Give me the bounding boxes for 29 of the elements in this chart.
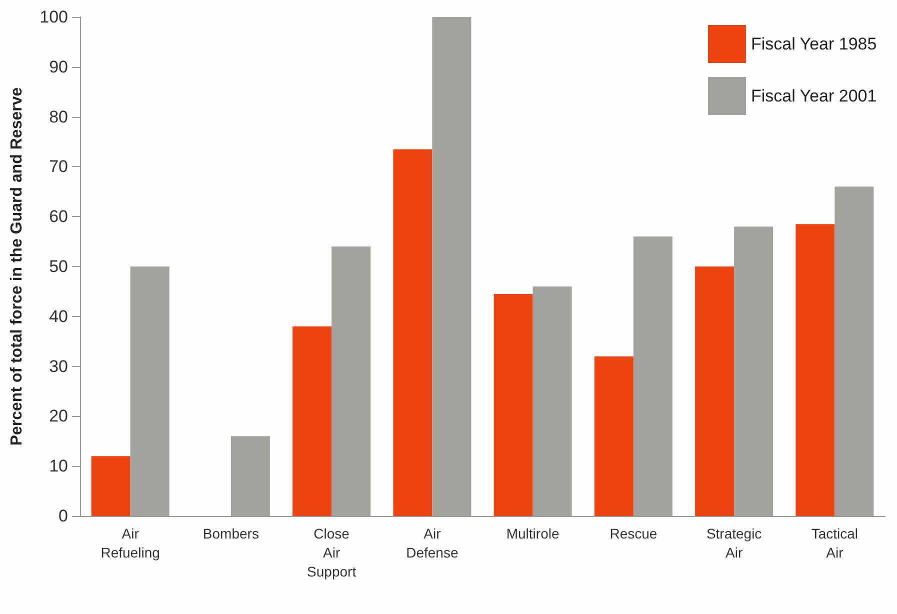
- y-tick-label: 100: [40, 8, 68, 26]
- bar: [796, 224, 835, 516]
- y-axis-title: Percent of total force in the Guard and Reserve: [8, 87, 26, 446]
- x-tick-label: Strategic Air: [706, 526, 762, 560]
- y-tick-label: 70: [49, 157, 68, 176]
- y-tick-label: 20: [49, 406, 68, 426]
- x-tick-label: Tactical Air: [811, 526, 858, 560]
- y-tick-label: 10: [49, 456, 68, 476]
- x-tick-label: Close Air Support: [307, 526, 356, 580]
- bar: [695, 266, 734, 516]
- y-tick-label: 90: [49, 57, 68, 76]
- legend-label: Fiscal Year 1985: [750, 34, 877, 54]
- x-tick-label: Bombers: [202, 526, 259, 542]
- bar: [594, 356, 634, 516]
- x-tick-label: Rescue: [610, 526, 658, 542]
- bar: [494, 294, 533, 516]
- bar: [292, 326, 332, 516]
- x-tick-label: Air Defense: [406, 526, 458, 560]
- y-tick-label: 30: [49, 356, 68, 376]
- y-tick-label: 50: [49, 257, 68, 276]
- y-tick-label: 60: [49, 207, 68, 226]
- legend-label: Fiscal Year 2001: [750, 86, 877, 106]
- bar: [393, 149, 432, 516]
- y-tick-label: 80: [49, 107, 68, 126]
- y-tick-label: 0: [58, 506, 68, 526]
- bar: [91, 456, 130, 516]
- y-tick-label: 40: [49, 306, 68, 326]
- x-tick-label: Multirole: [506, 526, 560, 542]
- x-tick-label: Air Refueling: [100, 526, 160, 560]
